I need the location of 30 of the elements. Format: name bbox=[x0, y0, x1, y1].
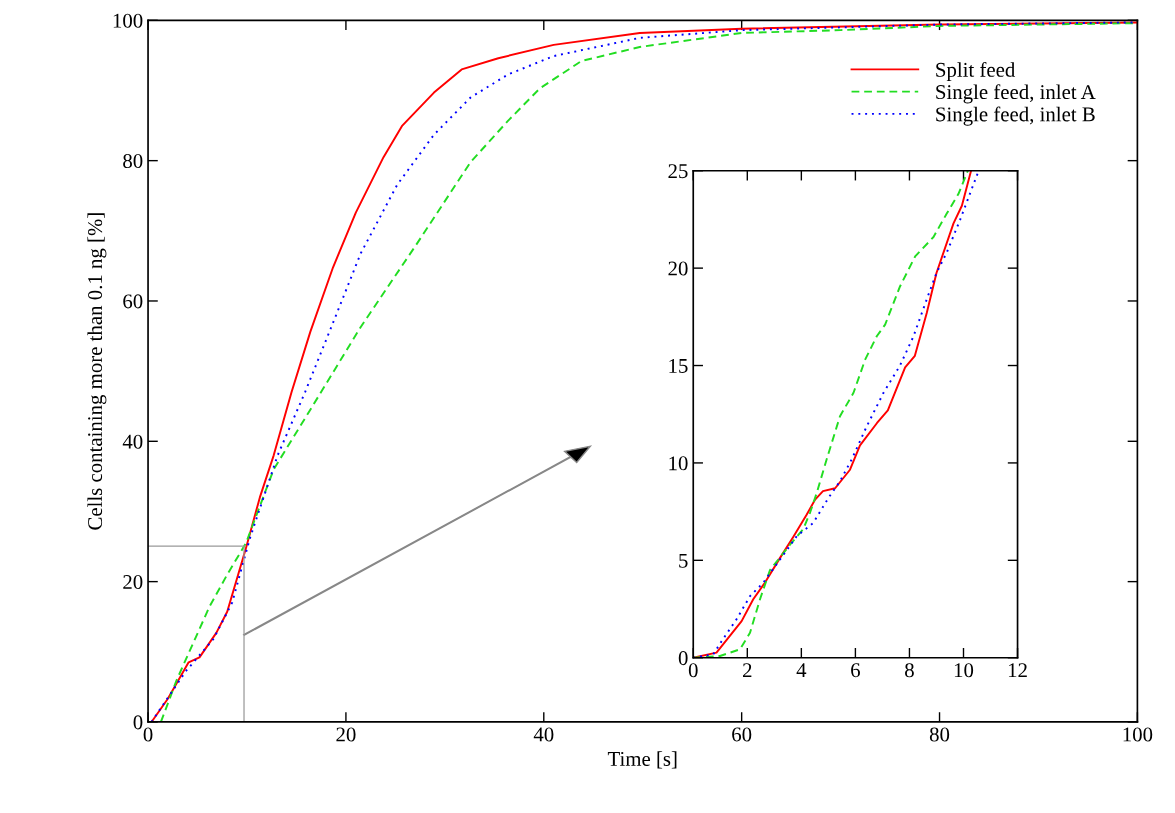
y-tick-label: 80 bbox=[123, 154, 143, 169]
y-tick-label: 60 bbox=[123, 294, 143, 309]
y-tick-label: 20 bbox=[668, 261, 688, 276]
legend-label: Single feed, inlet A bbox=[936, 84, 1096, 104]
y-tick-label: 0 bbox=[133, 715, 143, 730]
x-tick-label: 0 bbox=[143, 727, 153, 742]
y-axis-title: Cells containing more than 0.1 ng [%] bbox=[87, 213, 107, 530]
x-tick-label: 4 bbox=[796, 663, 807, 678]
x-tick-label: 80 bbox=[929, 727, 950, 742]
x-tick-label: 6 bbox=[851, 663, 860, 678]
legend-label: Split feed bbox=[936, 61, 1016, 82]
y-tick-label: 40 bbox=[122, 434, 143, 449]
x-tick-label: 8 bbox=[905, 663, 914, 678]
x-tick-label: 12 bbox=[1008, 663, 1027, 678]
x-tick-label: 10 bbox=[954, 663, 974, 678]
y-tick-label: 15 bbox=[669, 359, 688, 373]
y-tick-label: 5 bbox=[679, 553, 688, 568]
y-tick-label: 10 bbox=[669, 456, 688, 471]
x-tick-label: 2 bbox=[743, 663, 752, 678]
x-axis-title: Time [s] bbox=[607, 751, 677, 769]
y-tick-label: 25 bbox=[668, 164, 688, 179]
x-tick-label: 60 bbox=[732, 727, 752, 742]
y-tick-label: 0 bbox=[678, 651, 688, 666]
x-tick-label: 100 bbox=[1123, 727, 1153, 742]
y-tick-label: 20 bbox=[123, 574, 143, 590]
x-tick-label: 0 bbox=[688, 663, 698, 678]
x-tick-label: 40 bbox=[533, 727, 554, 742]
x-tick-label: 20 bbox=[336, 727, 356, 742]
y-tick-label: 100 bbox=[113, 13, 143, 28]
legend-label: Single feed, inlet B bbox=[936, 106, 1095, 126]
